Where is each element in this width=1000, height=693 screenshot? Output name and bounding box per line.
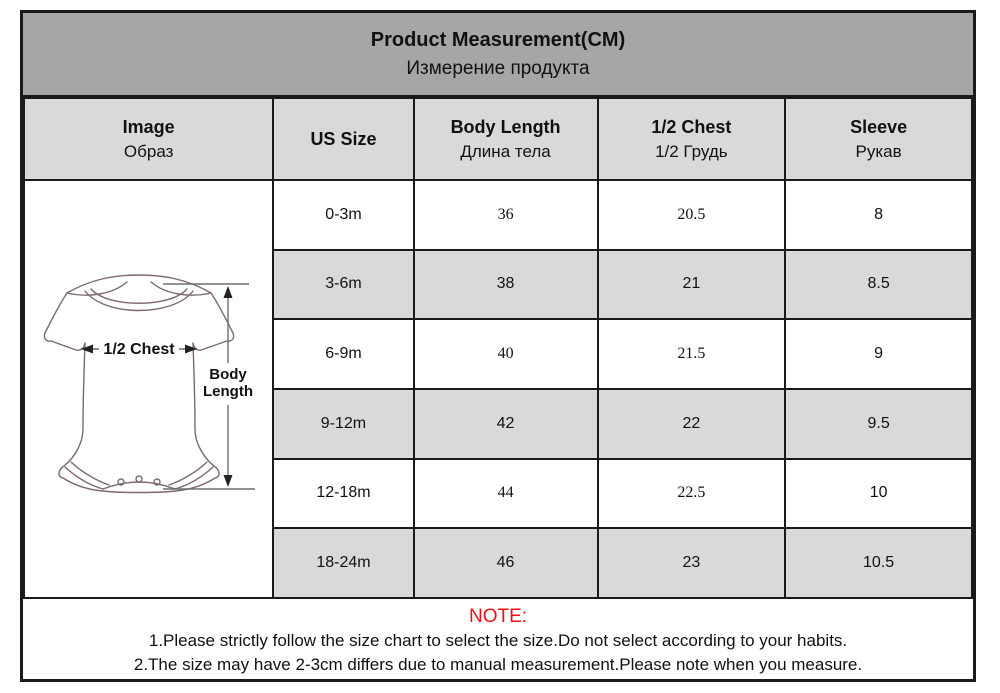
cell-sleeve: 8 xyxy=(784,179,973,251)
chart-title-ru: Измерение продукта xyxy=(406,58,590,79)
cell-sleeve: 8.5 xyxy=(784,248,973,321)
cell-sleeve: 9 xyxy=(784,318,973,390)
body-length-label-bottom: Length xyxy=(203,383,253,400)
col-header-image-ru: Образ xyxy=(123,141,174,161)
cell-half-chest: 22 xyxy=(596,387,787,460)
garment-diagram-cell: 1/2 Chest Body Length xyxy=(23,179,275,599)
table-row: 3-6m 38 21 8.5 xyxy=(24,248,973,321)
cell-us-size: 12-18m xyxy=(272,457,415,530)
cell-body-length: 36 xyxy=(412,179,599,251)
size-chart-container: Product Measurement(CM) Измерение продук… xyxy=(20,10,976,682)
note-heading: NOTE: xyxy=(468,606,528,627)
cell-sleeve: 9.5 xyxy=(784,387,973,460)
col-header-chest-ru: 1/2 Грудь xyxy=(655,141,728,161)
chest-dimension-label: 1/2 Chest xyxy=(103,341,175,358)
col-header-body-length-en: Body Length xyxy=(450,116,561,137)
cell-half-chest: 21 xyxy=(596,248,787,321)
cell-body-length: 40 xyxy=(412,318,599,390)
cell-body-length: 42 xyxy=(412,387,599,460)
chart-title-en: Product Measurement(CM) xyxy=(370,29,626,51)
cell-half-chest: 20.5 xyxy=(596,179,787,251)
garment-diagram: 1/2 Chest Body Length xyxy=(43,274,255,494)
body-length-label-top: Body xyxy=(209,366,247,383)
cell-body-length: 38 xyxy=(412,248,599,321)
col-header-chest: 1/2 Chest 1/2 Грудь xyxy=(596,97,787,181)
cell-half-chest: 23 xyxy=(596,527,787,599)
col-header-us-size: US Size xyxy=(272,97,415,181)
cell-body-length: 44 xyxy=(412,457,599,530)
cell-us-size: 6-9m xyxy=(272,318,415,390)
note-line-1: 1.Please strictly follow the size chart … xyxy=(148,631,848,650)
measurement-table: Image Образ US Size Body Length Длина те… xyxy=(23,97,973,599)
col-header-image: Image Образ xyxy=(23,97,275,181)
col-header-sleeve-ru: Рукав xyxy=(855,141,902,161)
cell-us-size: 0-3m xyxy=(272,179,415,251)
chart-title-bar: Product Measurement(CM) Измерение продук… xyxy=(23,13,973,97)
cell-sleeve: 10 xyxy=(784,457,973,530)
col-header-image-en: Image xyxy=(122,116,175,137)
cell-half-chest: 22.5 xyxy=(596,457,787,530)
note-section: NOTE: 1.Please strictly follow the size … xyxy=(23,599,973,679)
table-row: 6-9m 40 21.5 9 xyxy=(24,318,973,390)
col-header-chest-en: 1/2 Chest xyxy=(651,116,732,137)
col-header-body-length-ru: Длина тела xyxy=(460,141,551,161)
table-row: 1/2 Chest Body Length 0-3m 36 20.5 8 xyxy=(23,179,973,599)
table-header: Image Образ US Size Body Length Длина те… xyxy=(23,97,973,181)
col-header-sleeve: Sleeve Рукав xyxy=(784,97,973,181)
cell-us-size: 9-12m xyxy=(272,387,415,460)
table-row: 9-12m 42 22 9.5 xyxy=(24,387,973,460)
note-line-2: 2.The size may have 2-3cm differs due to… xyxy=(133,655,863,674)
table-row: 18-24m 46 23 10.5 xyxy=(24,527,973,599)
cell-half-chest: 21.5 xyxy=(596,318,787,390)
cell-us-size: 18-24m xyxy=(272,527,415,599)
cell-us-size: 3-6m xyxy=(272,248,415,321)
cell-sleeve: 10.5 xyxy=(784,527,973,599)
col-header-sleeve-en: Sleeve xyxy=(850,116,908,137)
table-row: 12-18m 44 22.5 10 xyxy=(24,457,973,530)
col-header-us-size-en: US Size xyxy=(310,128,377,149)
table-body: 1/2 Chest Body Length 0-3m 36 20.5 8 3-6… xyxy=(23,179,973,599)
col-header-body-length: Body Length Длина тела xyxy=(412,97,599,181)
header-row: Image Образ US Size Body Length Длина те… xyxy=(23,97,973,181)
cell-body-length: 46 xyxy=(412,527,599,599)
